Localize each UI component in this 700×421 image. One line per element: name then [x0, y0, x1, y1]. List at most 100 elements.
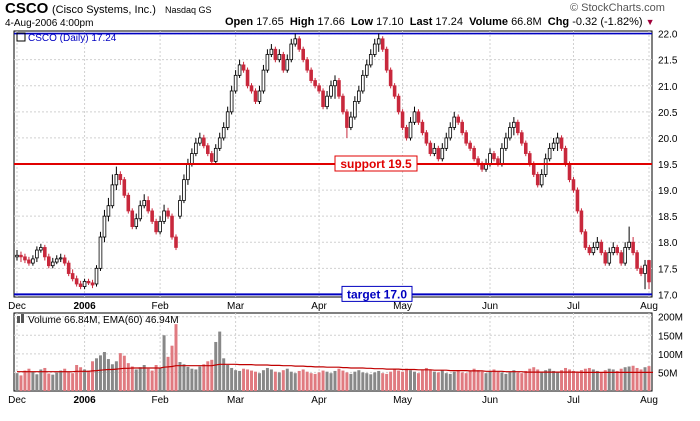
candle-body	[281, 54, 286, 71]
candle-body	[380, 38, 385, 50]
candle-body	[551, 142, 556, 149]
quote-date: 4-Aug-2006 4:00pm	[5, 18, 94, 29]
candle-body	[202, 137, 206, 147]
volume-bar	[583, 368, 587, 391]
candle-body	[253, 90, 258, 102]
candle-body	[396, 95, 401, 113]
volume-bar	[206, 361, 210, 391]
volume-bar	[301, 369, 305, 391]
volume-bar	[460, 372, 464, 391]
ticker-symbol: CSCO	[5, 0, 49, 17]
volume-y-tick-label: 100M	[658, 350, 683, 361]
candle-body	[198, 137, 202, 144]
volume-bar	[424, 367, 428, 391]
candle-body	[512, 121, 516, 128]
volume-bar	[528, 368, 532, 391]
volume-bar	[265, 367, 269, 391]
volume-bar	[257, 373, 261, 391]
candle-body	[39, 247, 43, 251]
candle-body	[190, 153, 194, 165]
candle-body	[249, 85, 254, 92]
candle-body	[488, 153, 492, 165]
volume-bar	[524, 370, 528, 391]
candle-body	[221, 127, 226, 139]
price-y-tick-label: 19.5	[658, 160, 678, 171]
volume-bar	[365, 373, 369, 391]
candle-body	[539, 174, 544, 186]
open-value: 17.65	[256, 16, 284, 28]
down-triangle-icon: ▼	[645, 17, 655, 27]
candle-body	[158, 220, 162, 233]
candle-body	[535, 174, 540, 186]
price-x-tick-label: May	[393, 301, 412, 312]
candle-body	[166, 210, 170, 217]
candle-body	[182, 179, 186, 201]
candle-body	[595, 241, 600, 248]
volume-bar	[285, 368, 289, 391]
volume-bar	[222, 358, 226, 391]
candle-body	[345, 111, 349, 128]
candle-body	[47, 256, 51, 267]
last-label: Last	[409, 16, 433, 28]
volume-bar	[154, 365, 158, 391]
volume-bar	[536, 369, 540, 391]
volume-bar	[587, 367, 591, 391]
volume-bar	[55, 372, 59, 391]
volume-bar	[560, 370, 564, 391]
candle-body	[186, 163, 190, 181]
stockcharts-credit: © StockCharts.com	[570, 2, 665, 14]
candle-body	[110, 184, 115, 207]
price-legend: CSCO (Daily) 17.24	[28, 33, 117, 44]
candle-body	[70, 273, 75, 280]
volume-bar	[516, 372, 520, 391]
volume-bar	[230, 367, 234, 391]
volume-bar	[397, 370, 401, 391]
volume-bar	[142, 365, 146, 391]
candle-body	[543, 158, 548, 175]
candle-body	[54, 258, 59, 263]
volume-bar	[277, 372, 281, 391]
candle-body	[615, 247, 619, 254]
volume-x-tick-label: Feb	[151, 395, 169, 406]
candle-body	[102, 215, 107, 238]
volume-bar	[520, 373, 524, 391]
volume-bar	[544, 370, 548, 391]
candle-body	[194, 142, 198, 154]
candle-body	[74, 278, 79, 285]
candle-body	[559, 137, 564, 149]
volume-bar	[508, 371, 512, 391]
candle-body	[142, 200, 146, 207]
volume-bar	[452, 371, 456, 391]
candle-body	[126, 194, 131, 212]
candle-body	[94, 267, 99, 285]
price-y-tick-label: 20.5	[658, 108, 678, 119]
candle-body	[337, 80, 341, 97]
candle-body	[627, 241, 631, 248]
volume-bar	[297, 370, 301, 391]
candle-body	[78, 283, 83, 287]
candle-body	[492, 153, 496, 160]
price-x-tick-label: Apr	[311, 301, 327, 312]
candle-body	[289, 43, 294, 61]
volume-x-tick-label: Aug	[640, 395, 658, 406]
candle-body	[114, 174, 119, 186]
candle-body	[162, 210, 166, 222]
candle-body	[154, 220, 158, 233]
candle-body	[472, 147, 476, 160]
candle-body	[639, 267, 643, 274]
volume-bar	[575, 372, 579, 391]
candle-body	[241, 64, 246, 71]
candle-body	[412, 111, 417, 123]
volume-bar	[281, 370, 285, 391]
candle-body	[361, 74, 365, 92]
candle-body	[317, 85, 321, 92]
candle-body	[297, 38, 302, 50]
volume-bar	[166, 356, 170, 391]
volume-bar	[393, 369, 397, 391]
candle-body	[122, 179, 127, 196]
candle-body	[237, 64, 242, 76]
candle-body	[293, 38, 298, 45]
volume-bar	[412, 371, 416, 391]
volume-bar	[409, 370, 412, 391]
